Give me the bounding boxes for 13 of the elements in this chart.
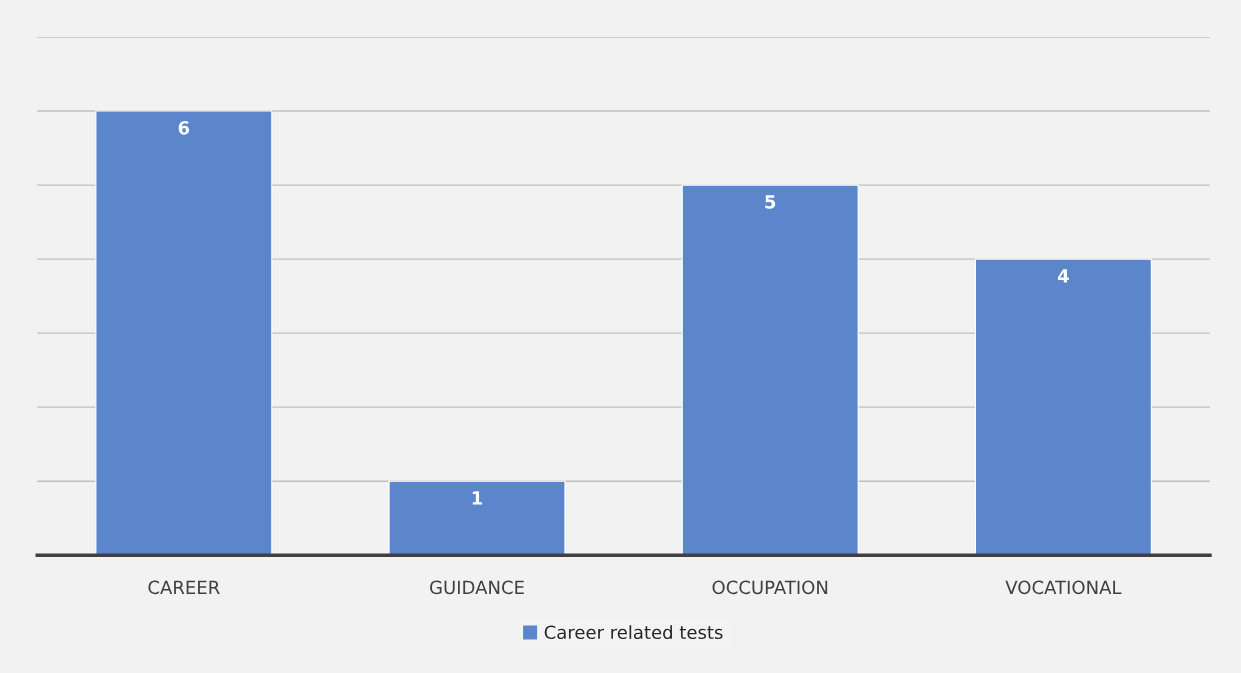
bar xyxy=(974,258,1152,556)
x-tick-label: VOCATIONAL xyxy=(1005,580,1122,595)
data-label: 5 xyxy=(765,195,776,209)
data-label: 1 xyxy=(472,491,483,505)
x-tick-label: GUIDANCE xyxy=(430,580,524,595)
data-label: 6 xyxy=(178,121,190,135)
bar xyxy=(681,184,859,556)
bar xyxy=(388,480,566,556)
legend-label: Career related tests xyxy=(544,625,723,640)
bar xyxy=(95,110,273,556)
data-label: 4 xyxy=(1057,269,1069,283)
x-tick-label: CAREER xyxy=(148,580,220,595)
x-tick-label: OCCUPATION xyxy=(712,580,828,595)
